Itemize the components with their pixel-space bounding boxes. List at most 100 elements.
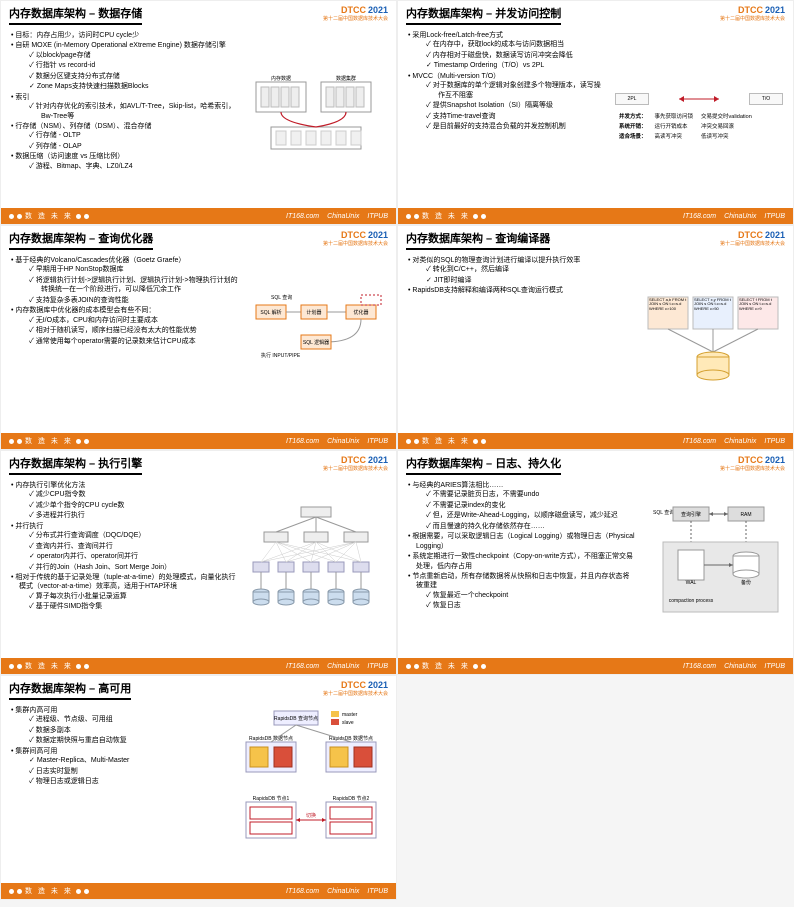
text-column: 目标：内存占用少，访问时CPU cycle少自研 MOXE (in-Memory… bbox=[11, 31, 238, 202]
bullet-item: 基于经典的Volcano/Cascades优化器（Goetz Graefe）早期… bbox=[11, 256, 238, 305]
sub-item: 支持复杂多表JOIN的查询性能 bbox=[29, 296, 238, 305]
concurrency-diagram: 2PL T/O 并发方式：事先获取访问锁交易提交时validation系统开销：… bbox=[615, 93, 783, 141]
conf-subtitle: 第十二届中国数据库技术大会 bbox=[323, 241, 388, 247]
sponsor: ChinaUnix bbox=[327, 438, 359, 445]
sub-item: 数据定期快照与重启自动恢复 bbox=[29, 736, 198, 745]
slide-footer: 数 造 未 来 IT168.comChinaUnixITPUB bbox=[398, 433, 793, 449]
footer-text: 数 造 未 来 bbox=[422, 436, 470, 446]
table-cell: 高读写冲突 bbox=[651, 131, 698, 141]
sub-item: 但，还是Write-Ahead-Logging，以顺序磁盘读写，减少延迟 bbox=[426, 511, 635, 520]
bullet-item: 对类似的SQL的物理查询计划进行编译以提升执行效率转化到C/C++，然后编译JI… bbox=[408, 256, 635, 285]
slide: 内存数据库架构 – 执行引擎 DTCC 2021 第十二届中国数据库技术大会 内… bbox=[0, 450, 397, 675]
storage-diagram: 内存数据 数据集群 bbox=[251, 77, 381, 157]
slide-footer: 数 造 未 来 IT168.comChinaUnixITPUB bbox=[1, 208, 396, 224]
table-cell: 系统开销： bbox=[615, 121, 651, 131]
sponsor: ITPUB bbox=[367, 213, 388, 220]
sub-item: 恢复日志 bbox=[426, 601, 635, 610]
table-cell: 低读写冲突 bbox=[697, 131, 756, 141]
bullet-item: 节点重新启动，所有存储数据将从快照和日志中恢复，并且内存状态将被重建恢复最近一个… bbox=[408, 572, 635, 611]
conf-subtitle: 第十二届中国数据库技术大会 bbox=[323, 691, 388, 697]
bullet-item: MVCC（Multi-version T/O）对于数据库的单个逻辑对象创建多个物… bbox=[408, 72, 607, 132]
footer-sponsors: IT168.comChinaUnixITPUB bbox=[683, 438, 785, 445]
footer-text: 数 造 未 来 bbox=[25, 436, 73, 446]
sponsor: IT168.com bbox=[683, 438, 716, 445]
sub-item: 分布式并行查询调度（DQC/DQE） bbox=[29, 531, 238, 540]
conference-logo: DTCC 2021 第十二届中国数据库技术大会 bbox=[323, 455, 388, 472]
sponsor: IT168.com bbox=[286, 213, 319, 220]
footer-sponsors: IT168.comChinaUnixITPUB bbox=[286, 213, 388, 220]
optimizer-diagram: SQL 查询 SQL 解析 计划器 优化器 SQL 逻辑器 执行 INPUT/P… bbox=[246, 287, 386, 397]
slide: 内存数据库架构 – 并发访问控制 DTCC 2021 第十二届中国数据库技术大会… bbox=[397, 0, 794, 225]
conference-logo: DTCC 2021 第十二届中国数据库技术大会 bbox=[323, 5, 388, 22]
conference-logo: DTCC 2021 第十二届中国数据库技术大会 bbox=[720, 230, 785, 247]
bullet-item: 根据需要，可以采取逻辑日志（Logical Logging）或物理日志（Phys… bbox=[408, 532, 635, 551]
diagram-column: 内存数据 数据集群 bbox=[246, 31, 386, 202]
conference-logo: DTCC 2021 第十二届中国数据库技术大会 bbox=[323, 680, 388, 697]
footer-text: 数 造 未 来 bbox=[25, 211, 73, 221]
slide-footer: 数 造 未 来 IT168.comChinaUnixITPUB bbox=[1, 433, 396, 449]
svg-text:切换: 切换 bbox=[306, 812, 316, 819]
table-cell: 冲突交易回滚 bbox=[697, 121, 756, 131]
brand-text: DTCC bbox=[341, 455, 366, 465]
conf-subtitle: 第十二届中国数据库技术大会 bbox=[720, 466, 785, 472]
bullet-item: 内存数据库中优化器的成本模型会有些不同：无I/O成本，CPU和内存访问时主要成本… bbox=[11, 306, 238, 346]
sponsor: ChinaUnix bbox=[327, 888, 359, 895]
logging-diagram: SQL 查询 查询引擎 RAM WAL 备份 compaction proces… bbox=[643, 502, 783, 632]
sponsor: ChinaUnix bbox=[327, 663, 359, 670]
sponsor: IT168.com bbox=[286, 888, 319, 895]
slide-footer: 数 造 未 来 IT168.comChinaUnixITPUB bbox=[398, 658, 793, 674]
slide-footer: 数 造 未 来 IT168.comChinaUnixITPUB bbox=[1, 658, 396, 674]
sub-item: 游程、Bitmap、字典、LZ0/LZ4 bbox=[29, 162, 238, 171]
year-text: 2021 bbox=[368, 455, 388, 465]
year-text: 2021 bbox=[765, 230, 785, 240]
svg-text:SQL 逻辑器: SQL 逻辑器 bbox=[303, 339, 329, 346]
conf-subtitle: 第十二届中国数据库技术大会 bbox=[720, 241, 785, 247]
sub-item: 查询内并行、查询间并行 bbox=[29, 542, 238, 551]
sponsor: ITPUB bbox=[764, 438, 785, 445]
bullet-item: RapidsDB支持解释和编译两种SQL查询运行模式 bbox=[408, 286, 635, 295]
sub-item: 减少CPU指令数 bbox=[29, 490, 238, 499]
sub-item: 多进程并行执行 bbox=[29, 511, 238, 520]
sponsor: ChinaUnix bbox=[724, 213, 756, 220]
text-column: 与经典的ARIES算法相比……不需要记录脏页日志，不需要undo不需要记录ind… bbox=[408, 481, 635, 652]
brand-text: DTCC bbox=[341, 680, 366, 690]
sub-item: 并行的Join（Hash Join、Sort Merge Join） bbox=[29, 563, 238, 572]
year-text: 2021 bbox=[368, 5, 388, 15]
footer-sponsors: IT168.comChinaUnixITPUB bbox=[286, 663, 388, 670]
footer-dots: 数 造 未 来 bbox=[406, 436, 486, 446]
bullet-item: 内存执行引擎优化方法减少CPU指令数减少单个指令的CPU cycle数多进程并行… bbox=[11, 481, 238, 521]
sub-item: Timestamp Ordering（T/O）vs 2PL bbox=[426, 61, 607, 70]
svg-text:优化器: 优化器 bbox=[353, 309, 368, 316]
bullet-item: 索引针对内存优化的索引技术，如AVL/T-Tree，Skip-list，哈希索引… bbox=[11, 93, 238, 121]
brand-text: DTCC bbox=[738, 5, 763, 15]
text-column: 对类似的SQL的物理查询计划进行编译以提升执行效率转化到C/C++，然后编译JI… bbox=[408, 256, 635, 427]
table-cell: 交易提交时validation bbox=[697, 111, 756, 121]
sub-item: JIT即时编译 bbox=[426, 276, 635, 285]
slide-title: 内存数据库架构 – 日志、持久化 bbox=[406, 455, 561, 475]
slide-footer: 数 造 未 来 IT168.comChinaUnixITPUB bbox=[1, 883, 396, 899]
year-text: 2021 bbox=[765, 455, 785, 465]
text-column: 集群内高可用进程级、节点级、可用组数据多副本数据定期快照与重启自动恢复集群间高可… bbox=[11, 706, 198, 877]
sub-item: 日志实时复制 bbox=[29, 767, 198, 776]
sub-item: 转化到C/C++，然后编译 bbox=[426, 265, 635, 274]
svg-text:计划器: 计划器 bbox=[306, 309, 321, 316]
slide-footer: 数 造 未 来 IT168.comChinaUnixITPUB bbox=[398, 208, 793, 224]
year-text: 2021 bbox=[765, 5, 785, 15]
svg-text:备份: 备份 bbox=[741, 579, 751, 586]
brand-text: DTCC bbox=[738, 455, 763, 465]
slide: 内存数据库架构 – 高可用 DTCC 2021 第十二届中国数据库技术大会 集群… bbox=[0, 675, 397, 900]
sub-item: 而且慢速的持久化存储依然存在…… bbox=[426, 522, 635, 531]
svg-text:WAL: WAL bbox=[686, 580, 697, 586]
conference-logo: DTCC 2021 第十二届中国数据库技术大会 bbox=[720, 5, 785, 22]
slide: 内存数据库架构 – 查询优化器 DTCC 2021 第十二届中国数据库技术大会 … bbox=[0, 225, 397, 450]
footer-dots: 数 造 未 来 bbox=[9, 661, 89, 671]
sub-item: 针对内存优化的索引技术，如AVL/T-Tree，Skip-list，哈希索引，B… bbox=[29, 102, 238, 121]
footer-dots: 数 造 未 来 bbox=[9, 886, 89, 896]
footer-sponsors: IT168.comChinaUnixITPUB bbox=[683, 213, 785, 220]
sub-item: 提供Snapshot Isolation（SI）隔离等级 bbox=[426, 101, 607, 110]
table-cell: 并发方式： bbox=[615, 111, 651, 121]
sponsor: ITPUB bbox=[764, 663, 785, 670]
svg-text:SQL 查询: SQL 查询 bbox=[271, 294, 292, 301]
bullet-item: 与经典的ARIES算法相比……不需要记录脏页日志，不需要undo不需要记录ind… bbox=[408, 481, 635, 531]
bullet-item: 目标：内存占用少，访问时CPU cycle少 bbox=[11, 31, 238, 40]
